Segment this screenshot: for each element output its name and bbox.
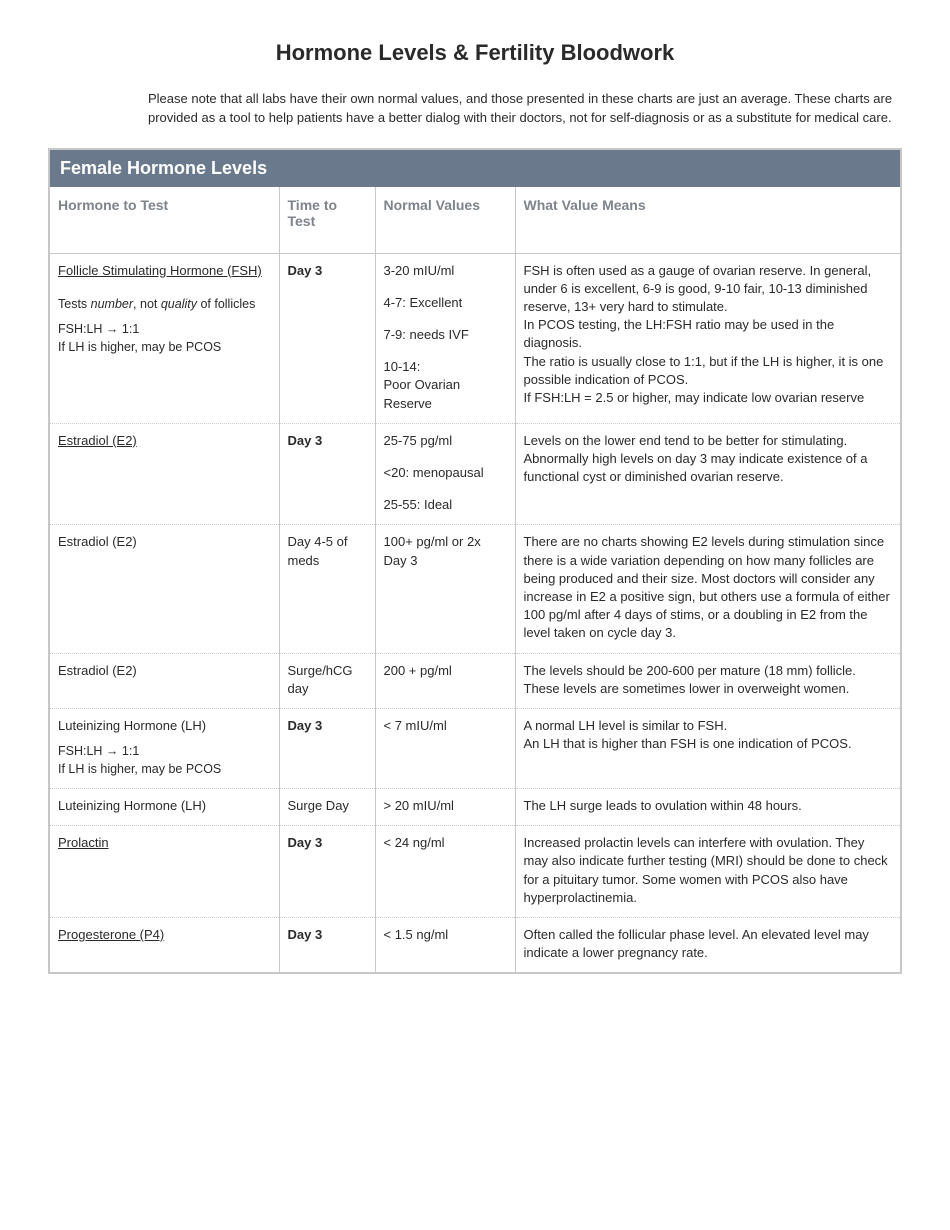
cell-hormone: Estradiol (E2) <box>49 653 279 708</box>
value-item: < 24 ng/ml <box>384 834 507 852</box>
hormone-subnote: Tests number, not quality of follicles <box>58 296 271 314</box>
col-values: Normal Values <box>375 187 515 254</box>
hormone-link[interactable]: Progesterone (P4) <box>58 927 164 942</box>
col-time: Time to Test <box>279 187 375 254</box>
cell-hormone: Luteinizing Hormone (LH) <box>49 789 279 826</box>
cell-time: Day 3 <box>279 826 375 918</box>
value-item: > 20 mIU/ml <box>384 797 507 815</box>
value-item: 3-20 mIU/ml <box>384 262 507 280</box>
hormone-name: Luteinizing Hormone (LH) <box>58 798 206 813</box>
cell-hormone: Estradiol (E2) <box>49 525 279 653</box>
intro-text: Please note that all labs have their own… <box>148 90 898 128</box>
table-row: Estradiol (E2) Day 3 25-75 pg/ml <20: menop… <box>49 423 901 525</box>
hormone-subnote: FSH:LH → 1:1 If LH is higher, may be PCO… <box>58 743 271 778</box>
value-item: 200 + pg/ml <box>384 662 507 680</box>
value-item: < 7 mIU/ml <box>384 717 507 735</box>
value-item: 10-14: Poor Ovarian Reserve <box>384 358 507 413</box>
table-row: Estradiol (E2) Day 4-5 of meds100+ pg/ml … <box>49 525 901 653</box>
cell-meaning: The levels should be 200-600 per mature … <box>515 653 901 708</box>
cell-time: Day 3 <box>279 253 375 423</box>
table-row: Progesterone (P4) Day 3 < 1.5 ng/ml Often c… <box>49 918 901 974</box>
value-item: 4-7: Excellent <box>384 294 507 312</box>
cell-time: Surge/hCG day <box>279 653 375 708</box>
hormone-table: Female Hormone Levels Hormone to Test Ti… <box>48 148 902 975</box>
cell-time: Day 3 <box>279 423 375 525</box>
cell-meaning: There are no charts showing E2 levels du… <box>515 525 901 653</box>
table-row: Luteinizing Hormone (LH) FSH:LH → 1:1 If … <box>49 708 901 788</box>
table-row: Estradiol (E2) Surge/hCG day 200 + pg/ml Th… <box>49 653 901 708</box>
cell-meaning: A normal LH level is similar to FSH. An … <box>515 708 901 788</box>
cell-meaning: Often called the follicular phase level.… <box>515 918 901 974</box>
cell-meaning: FSH is often used as a gauge of ovarian … <box>515 253 901 423</box>
cell-time: Day 3 <box>279 918 375 974</box>
hormone-name: Estradiol (E2) <box>58 534 137 549</box>
hormone-link[interactable]: Follicle Stimulating Hormone (FSH) <box>58 263 262 278</box>
cell-hormone: Prolactin <box>49 826 279 918</box>
hormone-name: Estradiol (E2) <box>58 663 137 678</box>
value-item: < 1.5 ng/ml <box>384 926 507 944</box>
cell-values: 25-75 pg/ml <20: menopausal 25-55: Ideal <box>375 423 515 525</box>
hormone-link[interactable]: Prolactin <box>58 835 109 850</box>
cell-hormone: Estradiol (E2) <box>49 423 279 525</box>
hormone-subnote: FSH:LH → 1:1 If LH is higher, may be PCO… <box>58 321 271 356</box>
cell-values: 3-20 mIU/ml 4-7: Excellent 7-9: needs IVF 1… <box>375 253 515 423</box>
value-item: 25-75 pg/ml <box>384 432 507 450</box>
cell-meaning: The LH surge leads to ovulation within 4… <box>515 789 901 826</box>
value-item: <20: menopausal <box>384 464 507 482</box>
col-meaning: What Value Means <box>515 187 901 254</box>
page-title: Hormone Levels & Fertility Bloodwork <box>48 40 902 66</box>
hormone-name: Luteinizing Hormone (LH) <box>58 718 206 733</box>
cell-time: Surge Day <box>279 789 375 826</box>
table-row: Luteinizing Hormone (LH) Surge Day > 20 mI… <box>49 789 901 826</box>
cell-meaning: Levels on the lower end tend to be bette… <box>515 423 901 525</box>
cell-hormone: Follicle Stimulating Hormone (FSH) Tests … <box>49 253 279 423</box>
cell-hormone: Progesterone (P4) <box>49 918 279 974</box>
cell-hormone: Luteinizing Hormone (LH) FSH:LH → 1:1 If … <box>49 708 279 788</box>
cell-values: < 24 ng/ml <box>375 826 515 918</box>
value-item: 25-55: Ideal <box>384 496 507 514</box>
cell-meaning: Increased prolactin levels can interfere… <box>515 826 901 918</box>
col-hormone: Hormone to Test <box>49 187 279 254</box>
cell-values: < 1.5 ng/ml <box>375 918 515 974</box>
cell-values: > 20 mIU/ml <box>375 789 515 826</box>
cell-values: 200 + pg/ml <box>375 653 515 708</box>
hormone-link[interactable]: Estradiol (E2) <box>58 433 137 448</box>
value-item: 100+ pg/ml or 2x Day 3 <box>384 533 507 569</box>
table-row: Follicle Stimulating Hormone (FSH) Tests … <box>49 253 901 423</box>
cell-values: < 7 mIU/ml <box>375 708 515 788</box>
value-item: 7-9: needs IVF <box>384 326 507 344</box>
cell-time: Day 3 <box>279 708 375 788</box>
section-title: Female Hormone Levels <box>49 149 901 187</box>
table-row: Prolactin Day 3 < 24 ng/ml Increased prolac… <box>49 826 901 918</box>
cell-values: 100+ pg/ml or 2x Day 3 <box>375 525 515 653</box>
cell-time: Day 4-5 of meds <box>279 525 375 653</box>
